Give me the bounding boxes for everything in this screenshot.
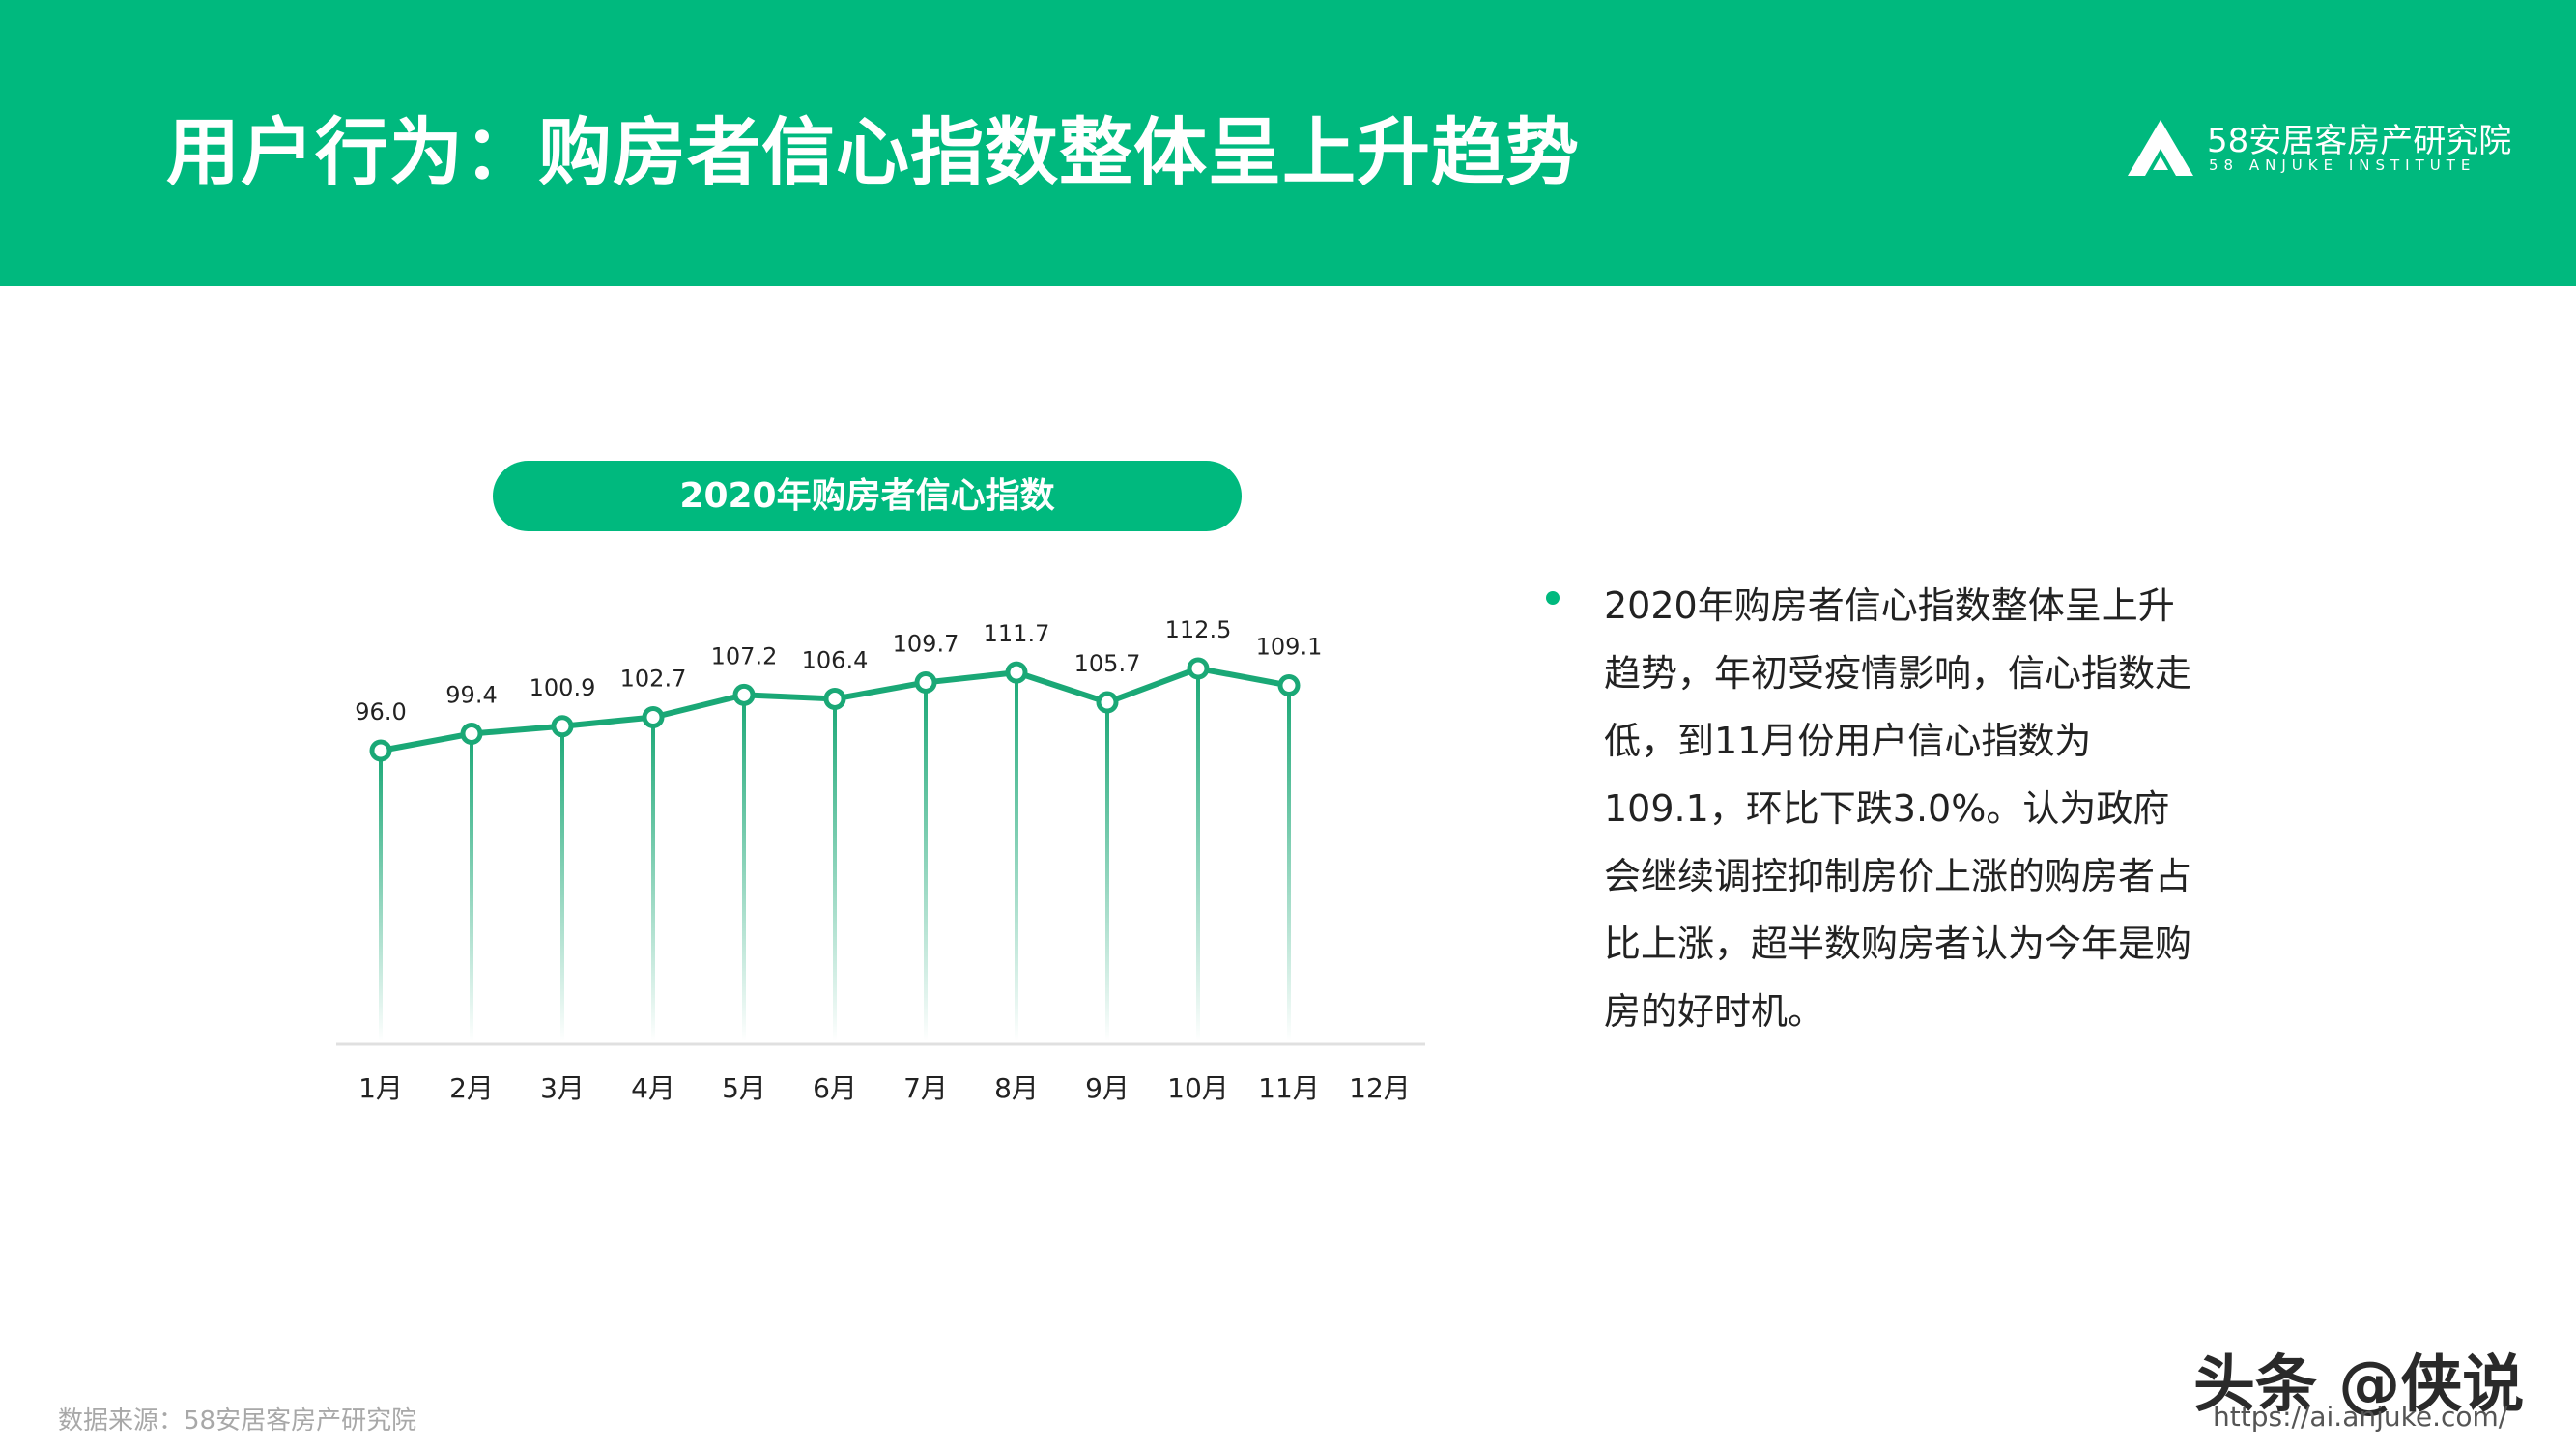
x-tick-label: 9月 xyxy=(1085,1072,1130,1104)
x-tick-label: 6月 xyxy=(813,1072,857,1104)
logo-triangle-icon xyxy=(2128,120,2193,176)
watermark: 头条 @侠说 xyxy=(2193,1350,2525,1421)
data-point xyxy=(642,705,665,728)
drop-line xyxy=(833,698,837,1041)
x-tick-label: 12月 xyxy=(1349,1072,1411,1104)
x-tick-label: 8月 xyxy=(994,1072,1039,1104)
data-label: 96.0 xyxy=(355,698,406,725)
drop-line xyxy=(379,751,383,1041)
confidence-index-line-chart: 96.0 99.4 100.9 102.7 107.2 106.4 109.7 111.7 10… xyxy=(336,616,1425,1104)
page-title: 用户行为：购房者信心指数整体呈上升趋势 xyxy=(166,109,1580,195)
chart-title: 2020年购房者信心指数 xyxy=(493,461,1242,531)
drop-line xyxy=(1105,702,1109,1041)
data-label: 109.7 xyxy=(893,630,959,657)
data-label: 105.7 xyxy=(1074,650,1141,677)
data-point xyxy=(460,722,483,745)
data-point xyxy=(1277,674,1301,697)
data-label: 109.1 xyxy=(1256,634,1323,661)
x-tick-label: 4月 xyxy=(631,1072,675,1104)
data-point xyxy=(1005,661,1028,684)
source-url: https://ai.anjuke.com/ xyxy=(2213,1401,2508,1433)
description-text: 2020年购房者信心指数整体呈上升趋势，年初受疫情影响，信心指数走低，到11月份… xyxy=(1604,584,2192,1033)
x-tick-label: 1月 xyxy=(358,1072,403,1104)
data-label: 112.5 xyxy=(1165,616,1232,643)
drop-line xyxy=(470,733,473,1041)
data-label: 107.2 xyxy=(711,642,778,669)
data-label: 106.4 xyxy=(802,646,869,673)
data-label: 111.7 xyxy=(984,620,1050,647)
logo-subtitle: 58 ANJUKE INSTITUTE xyxy=(2209,156,2476,174)
drop-line xyxy=(742,695,746,1041)
bullet-icon xyxy=(1546,591,1560,605)
x-tick-label: 5月 xyxy=(722,1072,766,1104)
drop-line xyxy=(560,725,564,1041)
drop-line xyxy=(651,717,655,1041)
data-point xyxy=(914,670,937,694)
drop-line xyxy=(1196,668,1200,1041)
header-banner: 用户行为：购房者信心指数整体呈上升趋势 58安居客房产研究院 58 ANJUKE… xyxy=(0,0,2576,286)
data-point xyxy=(369,739,392,762)
data-point xyxy=(823,687,846,710)
drop-line xyxy=(1287,685,1291,1041)
data-point xyxy=(551,715,574,738)
data-label: 102.7 xyxy=(620,665,687,692)
x-tick-label: 10月 xyxy=(1167,1072,1229,1104)
data-label: 99.4 xyxy=(445,681,497,708)
data-point xyxy=(1187,657,1210,680)
x-tick-label: 7月 xyxy=(903,1072,948,1104)
brand-logo: 58安居客房产研究院 58 ANJUKE INSTITUTE xyxy=(2126,114,2532,182)
data-label: 100.9 xyxy=(530,674,596,701)
data-point xyxy=(1096,691,1119,714)
x-tick-label: 3月 xyxy=(540,1072,585,1104)
x-tick-label: 2月 xyxy=(449,1072,494,1104)
data-source: 数据来源：58安居客房产研究院 xyxy=(58,1406,417,1435)
logo-name: 58安居客房产研究院 xyxy=(2207,122,2512,160)
drop-line xyxy=(1015,672,1018,1041)
x-tick-label: 11月 xyxy=(1258,1072,1320,1104)
data-point xyxy=(732,683,756,706)
drop-line xyxy=(924,682,928,1041)
